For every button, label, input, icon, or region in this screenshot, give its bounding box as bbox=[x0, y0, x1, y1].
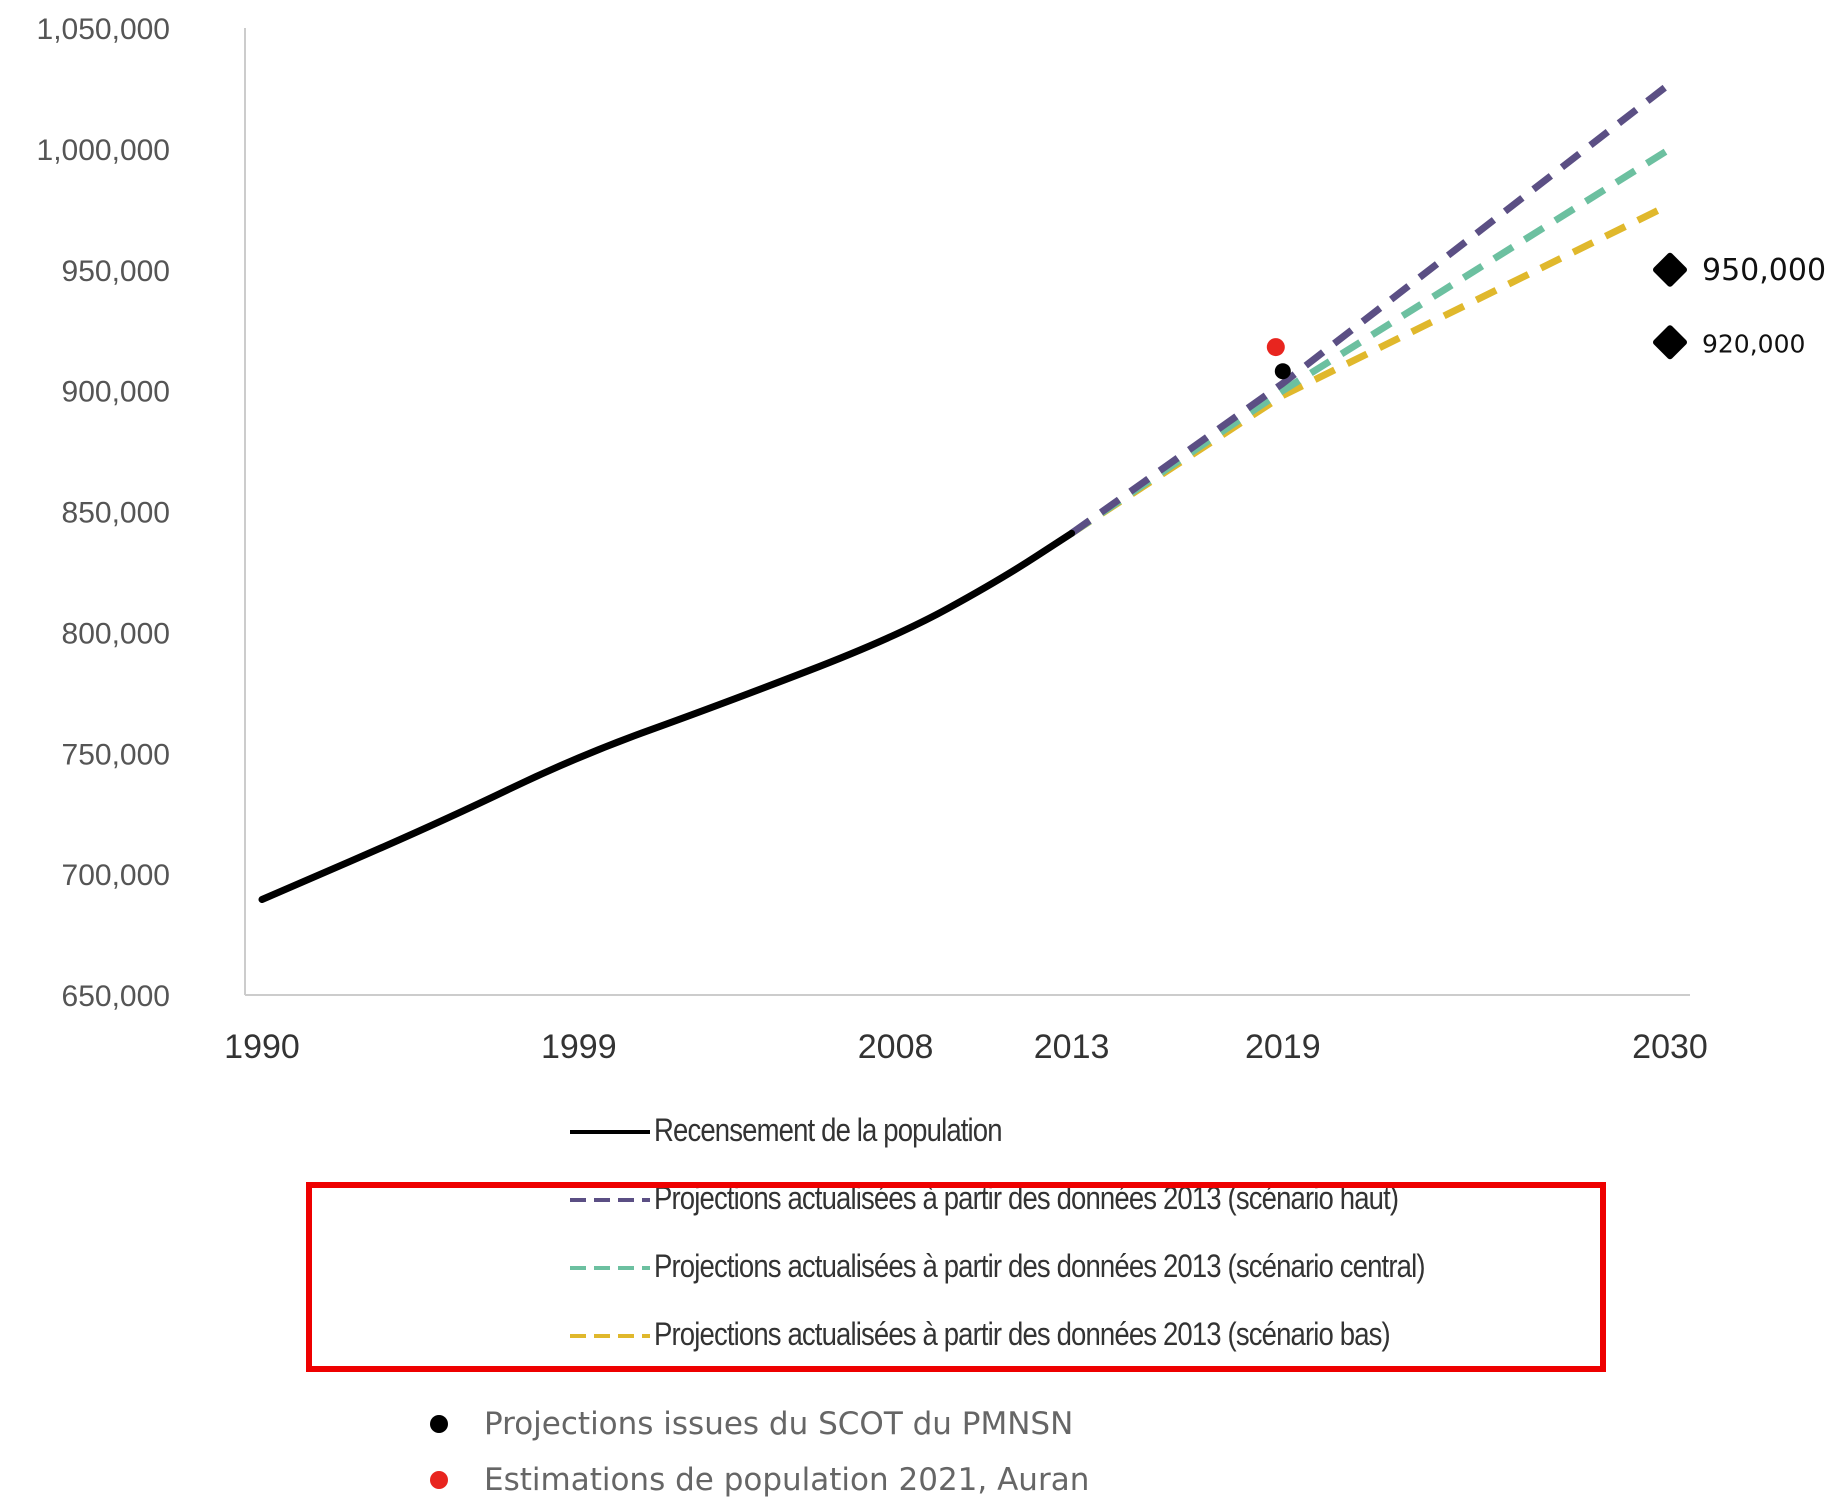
y-tick-label: 1,000,000 bbox=[37, 134, 170, 167]
y-tick-label: 950,000 bbox=[62, 255, 170, 288]
x-tick-label: 1990 bbox=[224, 1028, 300, 1066]
series-line-3 bbox=[1069, 201, 1672, 537]
x-tick-label: 2030 bbox=[1632, 1028, 1708, 1066]
y-tick-label: 750,000 bbox=[62, 738, 170, 771]
axes bbox=[244, 28, 1690, 996]
y-tick-label: 900,000 bbox=[62, 376, 170, 409]
x-tick-label: 1999 bbox=[541, 1028, 617, 1066]
point-markers: 950,000 920,000 bbox=[1266, 252, 1826, 380]
series-lines bbox=[258, 80, 1673, 904]
series-line-2 bbox=[1069, 145, 1672, 537]
x-tick-label: 2013 bbox=[1034, 1028, 1110, 1066]
y-tick-label: 650,000 bbox=[62, 980, 170, 1013]
auran-point-marker bbox=[1266, 338, 1285, 357]
scot-diamond-marker bbox=[1653, 325, 1687, 360]
y-tick-label: 800,000 bbox=[62, 617, 170, 650]
scot-point-marker bbox=[1274, 363, 1291, 380]
scot-diamond-marker bbox=[1653, 252, 1687, 287]
scot-value-label: 950,000 bbox=[1702, 253, 1826, 288]
x-axis-ticks: 1990 1999 2008 2013 2019 2030 bbox=[224, 1028, 1708, 1066]
x-tick-label: 2008 bbox=[858, 1028, 934, 1066]
y-axis-ticks: 650,000 700,000 750,000 800,000 850,000 900,0… bbox=[37, 13, 170, 1013]
y-tick-label: 700,000 bbox=[62, 859, 170, 892]
y-tick-label: 850,000 bbox=[62, 497, 170, 530]
scot-value-label: 920,000 bbox=[1702, 329, 1805, 358]
x-tick-label: 2019 bbox=[1245, 1028, 1321, 1066]
y-tick-label: 1,050,000 bbox=[37, 13, 170, 46]
series-line-0 bbox=[258, 529, 1076, 904]
series-line-1 bbox=[1069, 80, 1673, 537]
